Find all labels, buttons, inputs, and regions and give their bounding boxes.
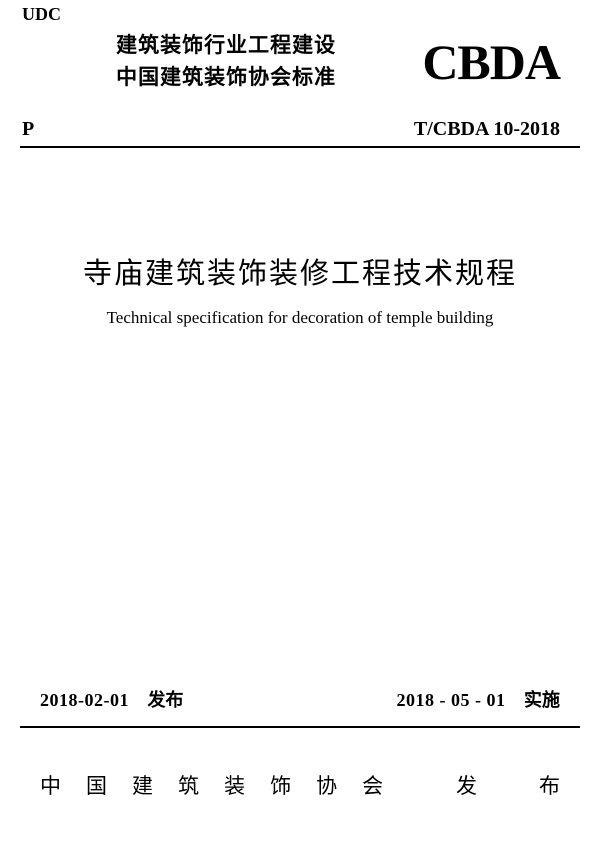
divider-bottom (20, 726, 580, 728)
p-category-mark: P (22, 118, 34, 141)
issue-label: 发布 (148, 690, 184, 710)
org-char: 会 (362, 770, 383, 800)
org-char: 建 (132, 770, 153, 800)
publisher-org: 中 国 建 筑 装 饰 协 会 (40, 770, 383, 800)
header-line1: 建筑装饰行业工程建设 (116, 34, 336, 57)
org-char: 饰 (270, 770, 291, 800)
issue-block: 2018-02-01 发布 (40, 686, 184, 712)
effective-date: 2018 - 05 - 01 (397, 690, 506, 710)
org-char: 中 (40, 770, 61, 800)
effective-block: 2018 - 05 - 01 实施 (397, 686, 561, 712)
effective-label: 实施 (524, 690, 560, 710)
issue-date: 2018-02-01 (40, 690, 129, 710)
pub-char: 发 (456, 770, 477, 800)
udc-label: UDC (22, 4, 61, 25)
org-char: 国 (86, 770, 107, 800)
publisher-action: 发 布 (456, 770, 560, 800)
publisher-row: 中 国 建 筑 装 饰 协 会 发 布 (40, 770, 560, 800)
header-row: 建筑装饰行业工程建设 中国建筑装饰协会标准 CBDA (40, 30, 560, 93)
org-char: 筑 (178, 770, 199, 800)
pub-char: 布 (539, 770, 560, 800)
standard-cover-page: UDC 建筑装饰行业工程建设 中国建筑装饰协会标准 CBDA P T/CBDA … (0, 0, 600, 850)
header-cn-text: 建筑装饰行业工程建设 中国建筑装饰协会标准 (40, 30, 412, 93)
header-line2: 中国建筑装饰协会标准 (116, 66, 336, 89)
org-char: 协 (316, 770, 337, 800)
standard-code: T/CBDA 10-2018 (414, 118, 560, 141)
cbda-logo: CBDA (422, 33, 560, 91)
divider-top (20, 146, 580, 148)
dates-row: 2018-02-01 发布 2018 - 05 - 01 实施 (40, 686, 560, 712)
title-chinese: 寺庙建筑装饰装修工程技术规程 (0, 250, 600, 292)
title-english: Technical specification for decoration o… (0, 308, 600, 328)
org-char: 装 (224, 770, 245, 800)
